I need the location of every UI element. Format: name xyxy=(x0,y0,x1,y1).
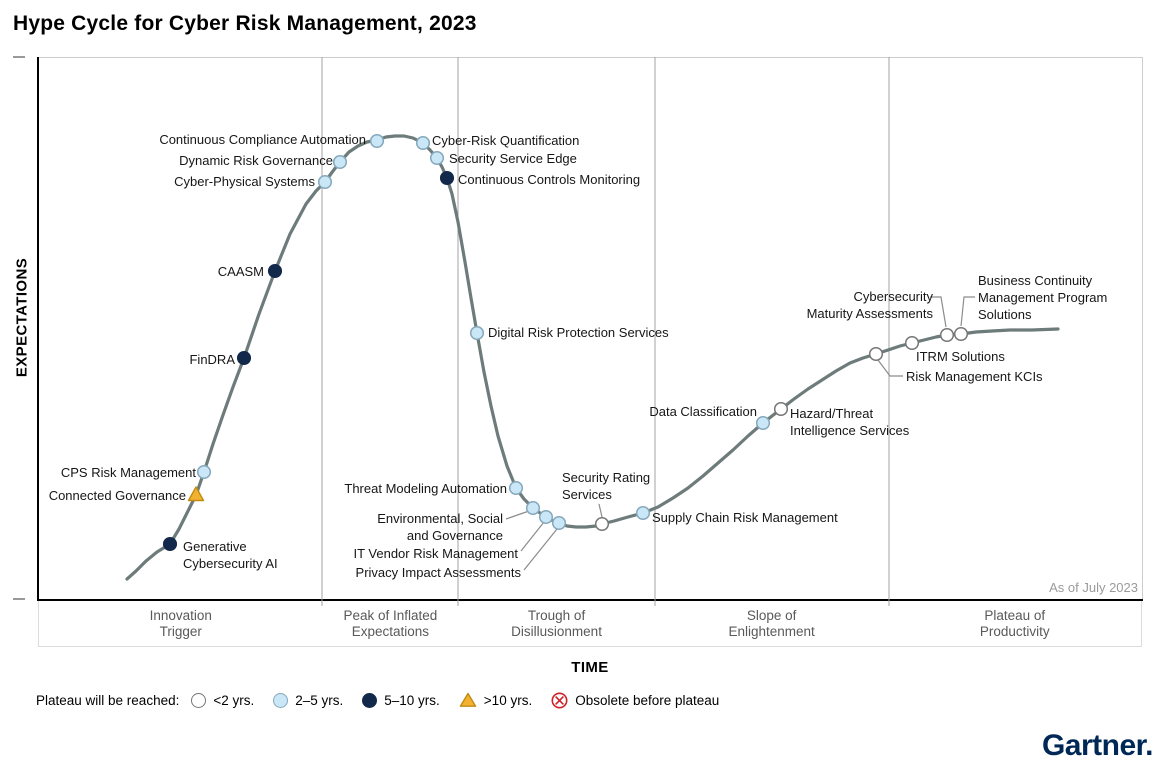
point-environmental-social-and-governance xyxy=(525,500,541,516)
x-axis-label: TIME xyxy=(571,659,609,676)
label-privacy-impact-assessments: Privacy Impact Assessments xyxy=(355,565,521,580)
label-cybersecurity-maturity-assessments: Cybersecurity Maturity Assessments xyxy=(806,289,933,322)
plot-right-border xyxy=(1142,57,1143,600)
legend-item-obsolete: Obsolete before plateau xyxy=(551,692,719,709)
legend-label-gt10: >10 yrs. xyxy=(483,692,533,708)
point-security-service-edge xyxy=(429,150,445,166)
phase-peak-of-inflated-expectations: Peak of Inflated Expectations xyxy=(343,608,438,640)
label-cyber-risk-quantification: Cyber-Risk Quantification xyxy=(432,133,580,148)
gartner-logo: Gartner. xyxy=(1041,729,1154,762)
point-itrm-solutions xyxy=(904,335,920,351)
as-of-date: As of July 2023 xyxy=(1049,580,1138,595)
phase-slope-of-enlightenment: Slope of Enlightenment xyxy=(728,608,815,640)
point-cps-risk-management xyxy=(196,464,212,480)
label-cyber-physical-systems: Cyber-Physical Systems xyxy=(174,174,315,189)
point-cyber-risk-quantification xyxy=(415,135,431,151)
legend-item-2-5: 2–5 yrs. xyxy=(273,692,344,708)
label-dynamic-risk-governance: Dynamic Risk Governance xyxy=(179,153,333,168)
leader-line-privacy-impact-assessments xyxy=(523,528,558,571)
point-hazard-threat-intelligence-services xyxy=(773,401,789,417)
point-data-classification xyxy=(755,415,771,431)
point-dynamic-risk-governance xyxy=(332,154,348,170)
point-security-rating-services xyxy=(594,516,610,532)
label-it-vendor-risk-management: IT Vendor Risk Management xyxy=(353,546,518,561)
leader-line-business-continuity-management-program-solutions xyxy=(960,296,975,327)
label-digital-risk-protection-services: Digital Risk Protection Services xyxy=(488,325,669,340)
leader-line-risk-management-kcis xyxy=(877,359,903,377)
y-axis-end-tick-top xyxy=(13,56,25,58)
2-5-yrs-circle-icon xyxy=(273,692,289,708)
maturity-legend: Plateau will be reached: <2 yrs. 2–5 yrs… xyxy=(36,690,738,710)
legend-label-5-10: 5–10 yrs. xyxy=(384,692,440,708)
y-axis-end-tick-bottom xyxy=(13,598,25,600)
legend-label-2-5: 2–5 yrs. xyxy=(295,692,344,708)
chart-title: Hype Cycle for Cyber Risk Management, 20… xyxy=(13,12,477,35)
label-security-rating-services: Security Rating Services xyxy=(562,470,651,503)
label-cps-risk-management: CPS Risk Management xyxy=(60,465,196,480)
obsolete-crossed-circle-icon xyxy=(551,692,568,708)
label-data-classification: Data Classification xyxy=(649,404,757,419)
label-security-service-edge: Security Service Edge xyxy=(449,151,577,166)
phase-innovation-trigger: Innovation Trigger xyxy=(149,608,212,640)
legend-item-gt10: >10 yrs. xyxy=(459,692,532,708)
leader-line-environmental-social-and-governance xyxy=(505,510,530,520)
label-threat-modeling-automation: Threat Modeling Automation xyxy=(344,481,507,496)
hype-curve-svg xyxy=(125,57,1060,606)
point-continuous-compliance-automation xyxy=(369,133,385,149)
label-hazard-threat-intelligence-services: Hazard/Threat Intelligence Services xyxy=(790,406,910,439)
point-caasm xyxy=(267,263,283,279)
plot-top-border xyxy=(38,57,1142,58)
point-findra xyxy=(236,350,252,366)
point-cyber-physical-systems xyxy=(317,174,333,190)
point-risk-management-kcis xyxy=(868,346,884,362)
legend-prefix: Plateau will be reached: xyxy=(36,692,180,708)
label-findra: FinDRA xyxy=(189,352,235,367)
label-itrm-solutions: ITRM Solutions xyxy=(916,349,1005,364)
label-continuous-controls-monitoring: Continuous Controls Monitoring xyxy=(458,172,641,187)
phase-band: Innovation Trigger Peak of Inflated Expe… xyxy=(38,601,1142,647)
point-digital-risk-protection-services xyxy=(469,325,485,341)
label-environmental-social-and-governance: Environmental, Social and Governance xyxy=(377,511,503,544)
label-risk-management-kcis: Risk Management KCIs xyxy=(906,369,1043,384)
point-supply-chain-risk-management xyxy=(635,505,651,521)
legend-item-lt2: <2 yrs. xyxy=(191,692,255,708)
point-privacy-impact-assessments xyxy=(551,515,567,531)
x-axis-line xyxy=(37,599,1143,601)
label-continuous-compliance-automation: Continuous Compliance Automation xyxy=(159,132,366,147)
y-axis-label: EXPECTATIONS xyxy=(13,257,31,378)
5-10-yrs-circle-icon xyxy=(362,692,378,708)
phase-plateau-of-productivity: Plateau of Productivity xyxy=(979,608,1050,640)
point-connected-governance xyxy=(187,486,205,502)
lt2-yrs-circle-icon xyxy=(191,692,207,708)
point-continuous-controls-monitoring xyxy=(439,170,455,186)
legend-label-obsolete: Obsolete before plateau xyxy=(575,692,720,708)
legend-item-5-10: 5–10 yrs. xyxy=(362,692,440,708)
label-generative-cybersecurity-ai: Generative Cybersecurity AI xyxy=(183,539,278,572)
point-generative-cybersecurity-ai xyxy=(162,536,178,552)
label-supply-chain-risk-management: Supply Chain Risk Management xyxy=(652,510,838,525)
phase-trough-of-disillusionment: Trough of Disillusionment xyxy=(511,608,602,640)
point-it-vendor-risk-management xyxy=(538,509,554,525)
label-caasm: CAASM xyxy=(217,264,264,279)
point-business-continuity-management-program-solutions xyxy=(953,326,969,342)
point-threat-modeling-automation xyxy=(508,480,524,496)
leader-line-it-vendor-risk-management xyxy=(520,521,545,552)
point-cybersecurity-maturity-assessments xyxy=(939,327,955,343)
legend-label-lt2: <2 yrs. xyxy=(213,692,255,708)
leader-line-cybersecurity-maturity-assessments xyxy=(930,296,947,328)
y-axis-line xyxy=(37,57,39,600)
gt10-yrs-triangle-icon xyxy=(459,692,477,707)
label-connected-governance: Connected Governance xyxy=(48,488,186,503)
leader-line-security-rating-services xyxy=(598,503,603,518)
label-business-continuity-management-program-solutions: Business Continuity Management Program Sol… xyxy=(978,273,1108,323)
